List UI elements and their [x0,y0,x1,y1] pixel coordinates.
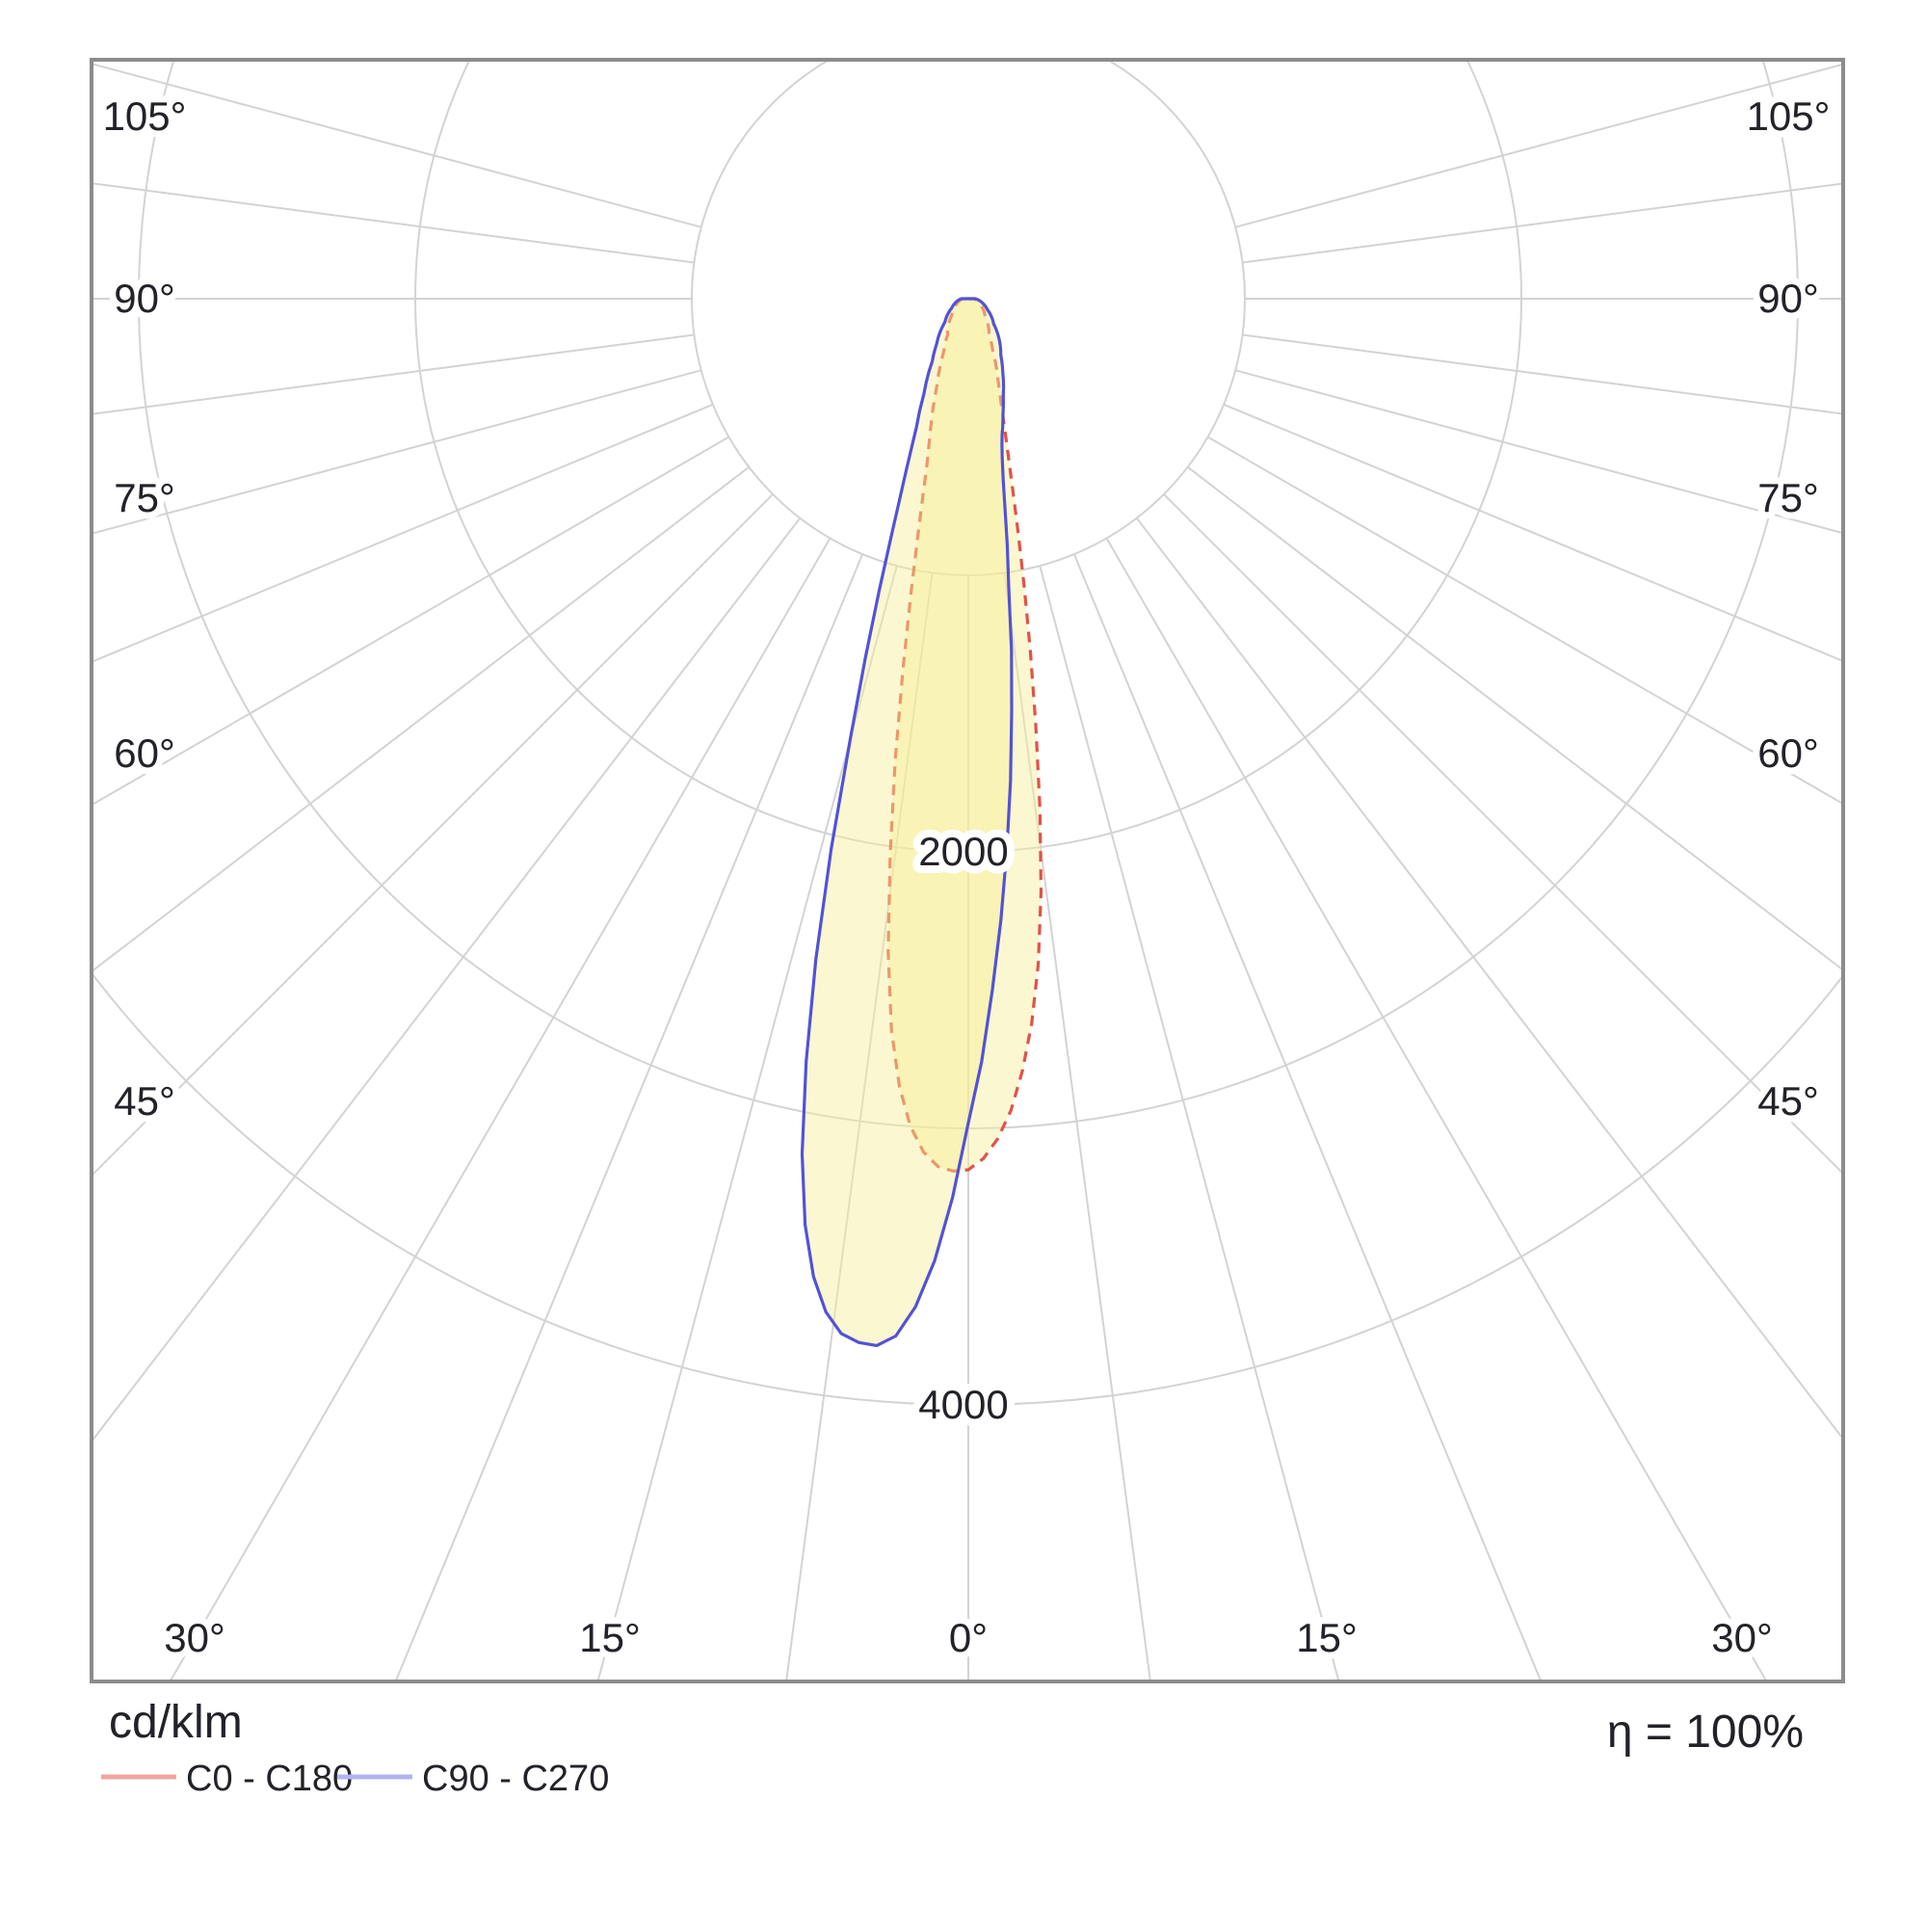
ring-label-2000: 2000 [918,829,1008,874]
unit-label: cd/klm [109,1697,243,1748]
ring-label-4000: 4000 [918,1382,1008,1427]
angle-label-left-45: 45° [114,1078,175,1124]
efficiency-label: η = 100% [1607,1707,1804,1758]
angle-label-right-105: 105° [1747,93,1831,139]
angle-label-right-60: 60° [1757,730,1819,776]
angle-label-left-75: 75° [114,475,175,520]
angle-label-left-15: 15° [579,1615,641,1660]
angle-label-right-30: 30° [1711,1615,1773,1660]
legend: C0 - C180 C90 - C270 [101,1759,609,1799]
angle-label-left-90: 90° [114,276,175,321]
angle-label-left-105: 105° [103,93,187,139]
angle-label-right-45: 45° [1757,1078,1819,1124]
angle-label-right-90: 90° [1757,276,1819,321]
angle-label-left-30: 30° [164,1615,225,1660]
angle-label-0: 0° [949,1615,988,1660]
angle-label-left-60: 60° [114,730,175,776]
angle-label-right-15: 15° [1296,1615,1358,1660]
legend-label-c0-c180: C0 - C180 [186,1759,353,1799]
angle-label-right-75: 75° [1757,475,1819,520]
legend-label-c90-c270: C90 - C270 [422,1759,609,1799]
